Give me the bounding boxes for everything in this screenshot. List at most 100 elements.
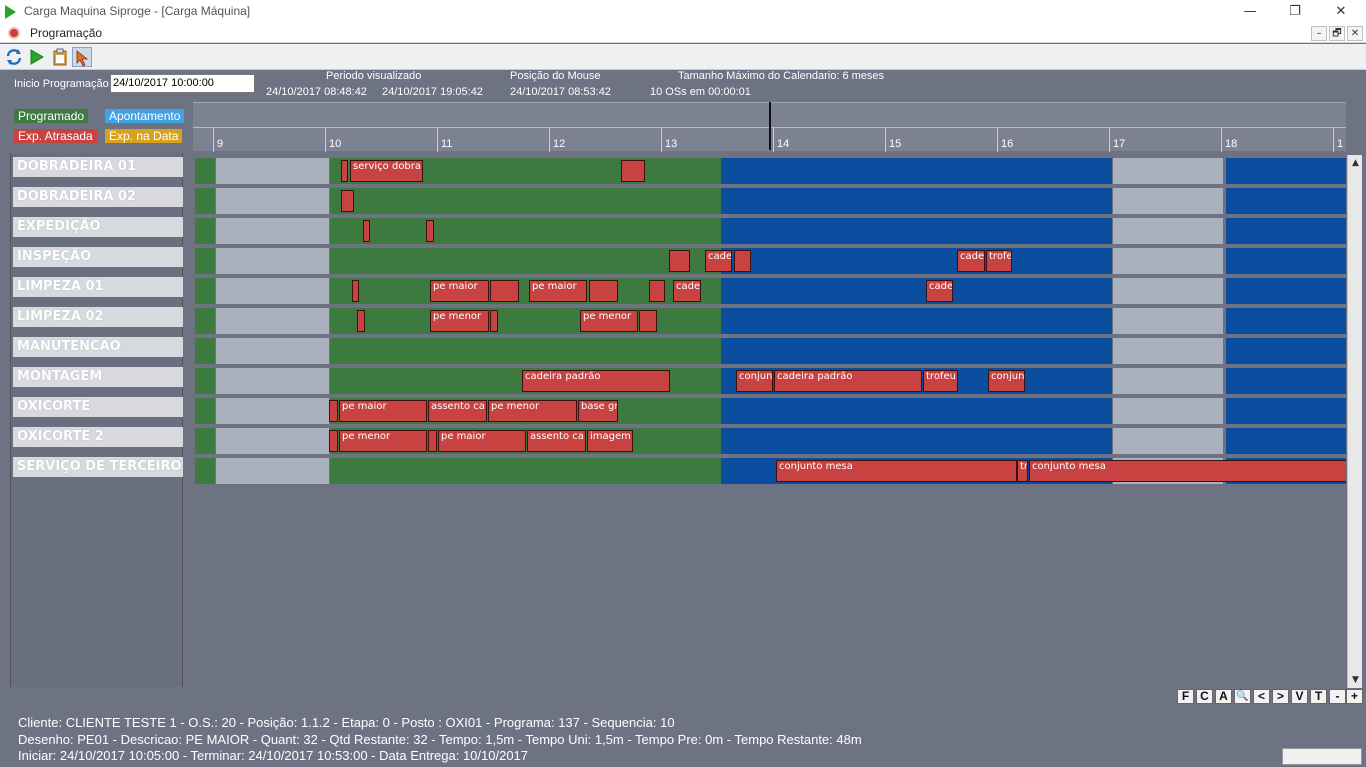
resource-label[interactable]: INSPEÇÃO [13, 247, 183, 267]
task-bar[interactable] [357, 310, 365, 332]
zoom-out-button[interactable]: - [1329, 689, 1346, 704]
resource-label[interactable]: MANUTENCAO [13, 337, 183, 357]
calendar-segment [195, 368, 215, 394]
task-bar[interactable]: assento ca [527, 430, 586, 452]
gantt-row[interactable]: pe menor pe menor [193, 308, 1346, 334]
calendar-segment [721, 338, 1112, 364]
task-bar[interactable]: cadei [957, 250, 985, 272]
task-bar[interactable]: tr [1017, 460, 1028, 482]
gantt-row[interactable] [193, 188, 1346, 214]
resource-label[interactable]: LIMPEZA 01 [13, 277, 183, 297]
gantt-row[interactable]: conjunto mesa tr conjunto mesa [193, 458, 1346, 484]
menu-programacao[interactable]: Programação [30, 26, 103, 40]
task-bar[interactable] [363, 220, 370, 242]
nav-t-button[interactable]: T [1310, 689, 1327, 704]
task-bar[interactable] [490, 310, 498, 332]
calendar-segment [721, 248, 1112, 274]
gantt-row[interactable]: cadeicadeitrofe [193, 248, 1346, 274]
task-bar[interactable]: assento ca [428, 400, 487, 422]
task-bar[interactable] [341, 190, 354, 212]
task-bar[interactable]: pe maior [438, 430, 526, 452]
task-bar[interactable] [669, 250, 690, 272]
task-bar[interactable]: conjunto mesa [776, 460, 1017, 482]
task-bar[interactable] [639, 310, 657, 332]
close-button[interactable]: ✕ [1335, 4, 1347, 19]
resource-label[interactable]: OXICORTE 2 [13, 427, 183, 447]
play-icon[interactable] [27, 47, 47, 67]
select-tool-icon[interactable] [72, 47, 92, 67]
nav-f-button[interactable]: F [1177, 689, 1194, 704]
scroll-up-icon[interactable]: ▲ [1352, 158, 1359, 168]
refresh-icon[interactable] [4, 47, 24, 67]
resource-label[interactable]: DOBRADEIRA 01 [13, 157, 183, 177]
task-bar[interactable]: trofeu [923, 370, 958, 392]
task-bar[interactable]: conjunto mesa [1029, 460, 1346, 482]
resource-label[interactable]: MONTAGEM [13, 367, 183, 387]
task-bar[interactable]: base gr [578, 400, 618, 422]
scroll-down-icon[interactable]: ▼ [1352, 675, 1359, 685]
gantt-row[interactable] [193, 218, 1346, 244]
maximize-button[interactable]: ❐ [1289, 4, 1301, 19]
task-bar[interactable]: imagem t [587, 430, 633, 452]
task-bar[interactable] [734, 250, 751, 272]
zoom-search-icon[interactable]: 🔍 [1234, 689, 1251, 704]
task-bar[interactable]: conjunt [736, 370, 773, 392]
task-bar[interactable]: pe menor [339, 430, 427, 452]
task-bar[interactable]: cadeira padrão [522, 370, 670, 392]
task-bar[interactable] [329, 400, 338, 422]
task-bar[interactable]: pe menor [488, 400, 577, 422]
task-bar[interactable]: cadeira padrão [774, 370, 922, 392]
nav-a-button[interactable]: A [1215, 689, 1232, 704]
inicio-programacao-input[interactable]: 24/10/2017 10:00:00 [110, 74, 255, 93]
hour-tick: 15 [885, 128, 901, 152]
gantt-row[interactable]: pe maior pe maior cadei cadei [193, 278, 1346, 304]
nav-next-button[interactable]: > [1272, 689, 1289, 704]
minimize-button[interactable]: — [1243, 4, 1257, 19]
gantt-row[interactable]: cadeira padrão conjunt cadeira padrão trofe… [193, 368, 1346, 394]
task-bar[interactable]: trofe [986, 250, 1012, 272]
task-bar[interactable]: serviço dobra [350, 160, 423, 182]
mdi-close-button[interactable]: ✕ [1347, 26, 1363, 41]
calendar-segment [330, 188, 721, 214]
mdi-minimize-button[interactable]: – [1311, 26, 1327, 41]
clipboard-icon[interactable] [50, 47, 70, 67]
task-bar[interactable]: pe menor [430, 310, 489, 332]
task-bar[interactable] [649, 280, 665, 302]
resource-label[interactable]: DOBRADEIRA 02 [13, 187, 183, 207]
task-bar[interactable]: pe maior [430, 280, 489, 302]
calendar-segment [1226, 398, 1346, 424]
calendar-segment [721, 158, 1112, 184]
task-bar[interactable]: cadei [705, 250, 732, 272]
task-bar[interactable] [329, 430, 338, 452]
resource-label[interactable]: SERVIÇO DE TERCEIROS [13, 457, 183, 477]
task-bar[interactable]: pe maior [529, 280, 587, 302]
resource-label[interactable]: LIMPEZA 02 [13, 307, 183, 327]
task-bar[interactable]: pe maior [339, 400, 427, 422]
gantt-row[interactable]: pe maior assento ca pe menor base gr [193, 398, 1346, 424]
resource-label[interactable]: OXICORTE [13, 397, 183, 417]
task-bar[interactable]: cadei [673, 280, 701, 302]
task-bar[interactable] [352, 280, 359, 302]
task-bar[interactable] [428, 430, 437, 452]
app-play-icon [5, 5, 16, 19]
mdi-restore-button[interactable]: 🗗 [1329, 26, 1345, 41]
task-bar[interactable] [426, 220, 434, 242]
task-bar[interactable] [589, 280, 618, 302]
task-bar[interactable] [621, 160, 645, 182]
calendar-segment [216, 308, 329, 334]
task-bar[interactable]: conjunt [988, 370, 1025, 392]
nav-prev-button[interactable]: < [1253, 689, 1270, 704]
task-bar[interactable] [341, 160, 348, 182]
zoom-in-button[interactable]: + [1346, 689, 1363, 704]
task-bar[interactable]: cadei [926, 280, 953, 302]
resource-label[interactable]: EXPEDIÇÃO [13, 217, 183, 237]
vertical-scrollbar[interactable]: ▲ ▼ [1347, 155, 1362, 688]
gantt-row[interactable]: serviço dobra [193, 158, 1346, 184]
nav-v-button[interactable]: V [1291, 689, 1308, 704]
gantt-row[interactable] [193, 338, 1346, 364]
task-bar[interactable]: pe menor [580, 310, 638, 332]
task-bar[interactable] [490, 280, 519, 302]
nav-c-button[interactable]: C [1196, 689, 1213, 704]
